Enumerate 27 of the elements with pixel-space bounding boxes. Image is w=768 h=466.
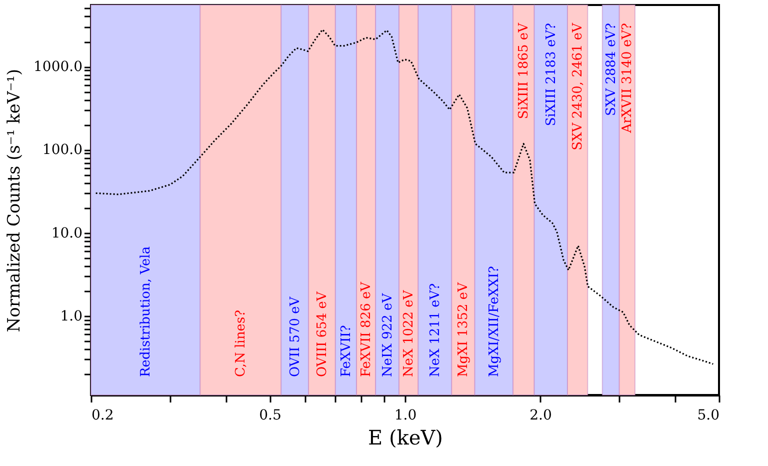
band-label: FeXVII?	[338, 325, 354, 377]
x-tick-label: 0.5	[259, 408, 282, 424]
band-label: SXV 2430, 2461 eV	[570, 22, 586, 150]
x-axis-title: E (keV)	[368, 426, 443, 450]
band-label: NeX 1211 eV?	[428, 283, 443, 377]
band-label: C,N lines?	[234, 310, 249, 377]
y-tick-label: 1.0	[60, 308, 82, 324]
band-label: OVII 570 eV	[288, 296, 303, 377]
y-tick-label: 100.0	[42, 142, 82, 158]
band-label: NeX 1022 eV	[402, 290, 417, 377]
band-label: MgXI 1352 eV	[456, 282, 472, 377]
y-tick-label: 1000.0	[34, 59, 82, 76]
band-label: SXV 2884 eV?	[604, 22, 619, 116]
x-tick-label: 1.0	[394, 408, 417, 424]
x-tick-label: 5.0	[697, 408, 720, 424]
x-tick-label: 0.2	[92, 408, 114, 424]
band-label: MgXI/XII/FeXXI?	[486, 266, 502, 377]
band-label: Redistribution, Vela	[138, 246, 154, 377]
band-label: SiXIII 1865 eV	[516, 22, 532, 120]
band-label: OVIII 654 eV	[314, 291, 330, 377]
band-label: NeIX 922 eV	[380, 292, 396, 377]
y-tick-label: 10.0	[51, 225, 82, 242]
band-label: SiXIII 2183 eV?	[544, 22, 559, 126]
band-label: FeXVII 826 eV	[359, 281, 374, 377]
x-tick-label: 2.0	[530, 408, 552, 424]
band-label: ArXVII 3140 eV?	[620, 22, 636, 134]
y-axis-title: Normalized Counts (s⁻¹ keV⁻¹)	[4, 68, 25, 332]
